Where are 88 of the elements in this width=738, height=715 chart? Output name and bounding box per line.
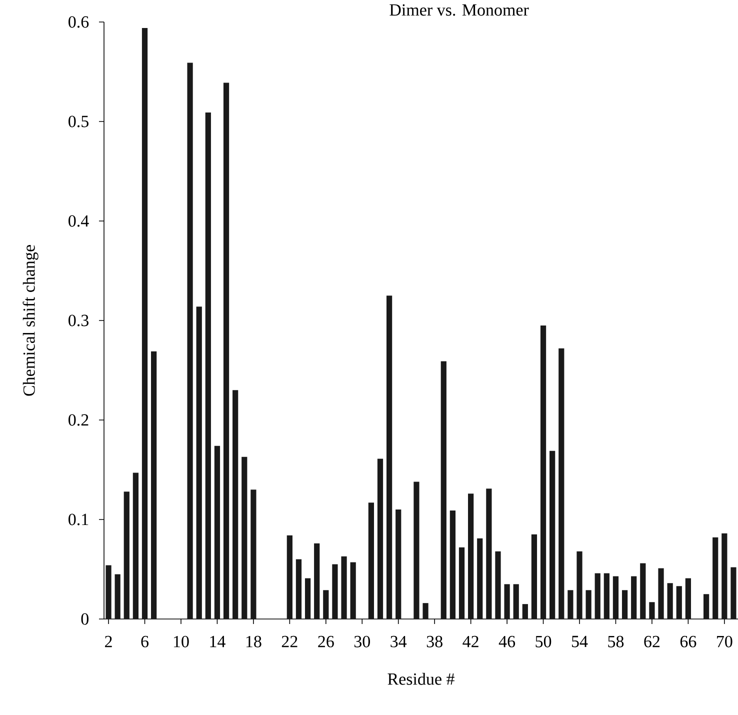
x-tick-label: 2 [105,636,112,648]
bar [522,604,528,619]
y-tick-label: 0.5 [68,116,88,128]
bar [323,590,329,619]
bar [504,584,510,619]
x-tick-label: 6 [141,636,149,648]
bar [187,62,193,619]
bar [286,535,292,619]
bar [132,472,139,619]
bar [712,537,718,619]
x-axis-title: Residue # [388,672,454,685]
x-tick-label: 50 [536,636,552,648]
x-tick-label: 34 [390,636,407,648]
bar [106,565,112,619]
bar [568,590,574,619]
bar [114,574,120,619]
bar [486,488,492,619]
bar [676,586,682,619]
bar [242,456,248,619]
bar [396,510,402,619]
bar [304,578,311,619]
x-tick-label: 46 [498,636,516,648]
x-tick-label: 30 [354,636,370,648]
x-tick-label: 18 [246,636,262,648]
bar [477,538,483,619]
bar [495,551,501,619]
x-tick-label: 66 [680,636,696,648]
bar [450,510,456,619]
bar [640,563,646,619]
bar [550,450,556,619]
y-tick-label: 0.4 [68,215,89,227]
y-tick-label: 0.2 [68,414,88,426]
bar [422,603,428,619]
bar [377,458,384,619]
bar [250,490,256,619]
bar [458,547,465,619]
bar [722,533,728,619]
bar [205,112,211,619]
bar [612,576,619,619]
bar [232,390,238,619]
bar [685,578,691,619]
x-tick-label: 70 [717,636,732,648]
bar [468,494,474,619]
bar [667,583,673,619]
bar [513,584,519,619]
bar [314,543,320,619]
bar [214,446,220,619]
x-tick-label: 62 [644,636,660,648]
y-axis-title: Chemical shift change [22,245,38,396]
bar [658,568,664,619]
bar [576,551,582,619]
x-tick-label: 54 [572,636,588,648]
x-tick-label: 22 [282,636,298,648]
bar [332,564,338,619]
bar [386,296,392,619]
bar [730,567,736,619]
y-tick-label: 0.6 [68,16,89,28]
bar [558,348,564,619]
bar [350,562,356,619]
x-tick-label: 38 [426,636,442,648]
bar [531,534,538,619]
x-tick-label: 14 [210,636,226,648]
x-tick-label: 26 [318,636,334,648]
bar [124,492,130,619]
y-tick-label: 0.3 [68,314,88,326]
bar [586,590,592,619]
x-tick-label: 10 [174,636,189,648]
bar [142,28,148,619]
bar [540,325,546,619]
bar [649,602,655,619]
x-tick-label: 42 [462,636,478,648]
bar [631,576,637,619]
x-tick-label: 58 [608,636,624,648]
bar [414,482,420,619]
chart-title: Dimer vs. Monomer [390,4,529,16]
y-tick-label: 0 [81,613,88,625]
bar [703,594,710,619]
bar [594,573,600,619]
bar [296,559,302,619]
bar [223,82,230,619]
bar [368,502,374,619]
bar [622,590,628,619]
bar [604,573,610,619]
y-tick-label: 0.1 [68,514,88,526]
bar [440,361,446,619]
bar [151,351,157,619]
bar [341,556,347,619]
bar [196,306,202,619]
